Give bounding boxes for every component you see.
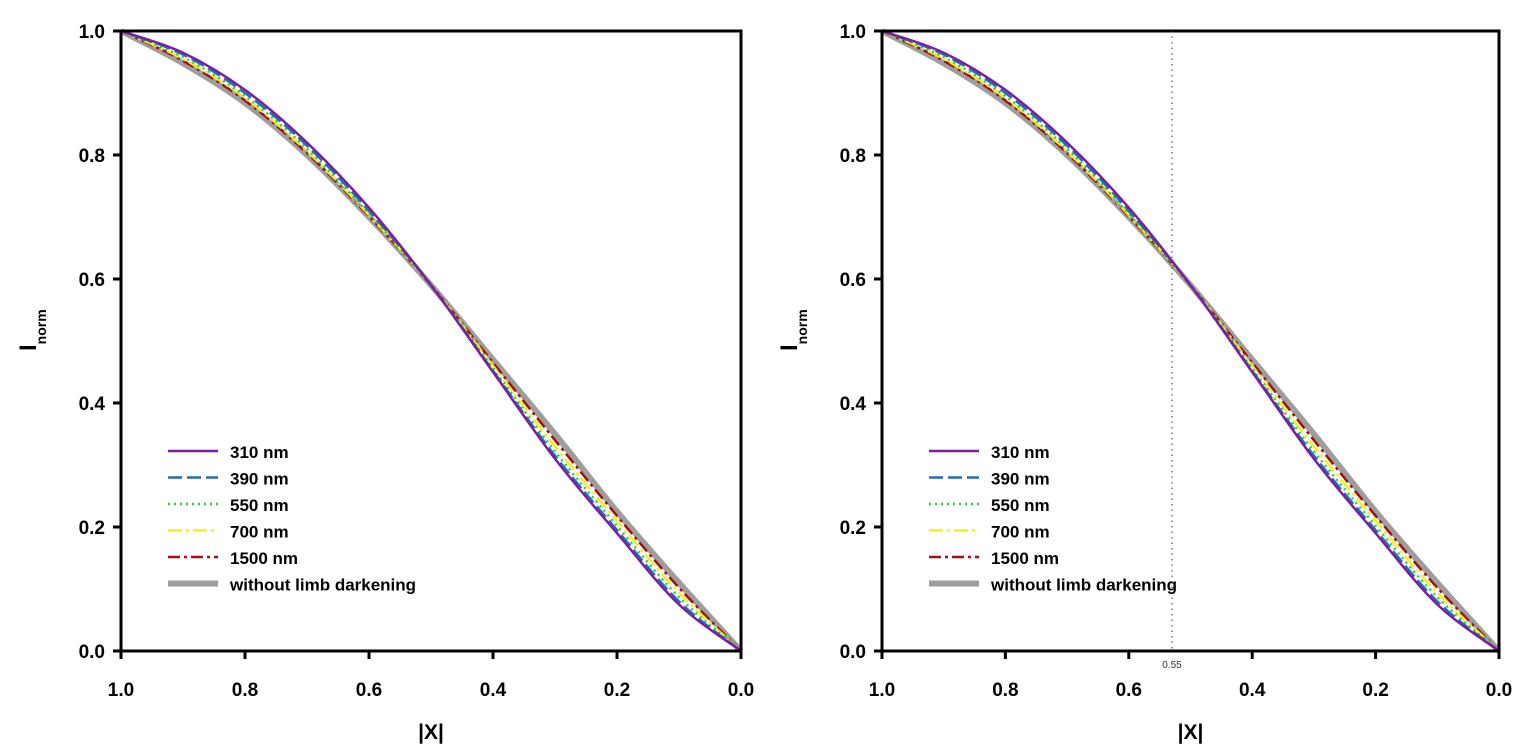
- y-tick-label: 0.2: [840, 518, 866, 539]
- legend-label: without limb darkening: [990, 576, 1177, 595]
- legend-item: 1500 nm: [168, 549, 298, 568]
- x-axis-label: |X|: [1178, 721, 1204, 744]
- series-line-310-nm: [881, 29, 1500, 652]
- y-tick-label: 0.4: [79, 394, 106, 415]
- legend-label: 390 nm: [230, 470, 289, 489]
- series-line-1500-nm: [881, 29, 1500, 652]
- y-tick-label: 0.8: [79, 146, 105, 167]
- series-line-1500-nm: [120, 29, 742, 652]
- x-axis-label: |X|: [418, 721, 444, 744]
- legend-item: 700 nm: [929, 523, 1050, 542]
- legend-label: 700 nm: [991, 523, 1050, 542]
- legend-label: 1500 nm: [230, 549, 298, 568]
- chart-panel-2: 1.0 0.8 0.6 0.4 0.2 0.0 0.0 0.2 0.4 0.6 0.8 1.0 |X| I…: [776, 22, 1512, 744]
- y-tick-label: 1.0: [79, 22, 105, 43]
- plot-frame: [119, 29, 743, 653]
- legend-label: 700 nm: [230, 523, 289, 542]
- y-axis-label: Inorm: [776, 309, 810, 351]
- legend-item: without limb darkening: [929, 576, 1177, 595]
- x-tick-label: 0.8: [992, 680, 1018, 701]
- legend-item: without limb darkening: [168, 576, 416, 595]
- chart-panel-1: 1.0 0.8 0.6 0.4 0.2 0.0 0.0 0.2 0.4 0.6 0.8 1.0 |X| I…: [15, 22, 754, 744]
- legend-label: 550 nm: [991, 496, 1050, 515]
- legend-label: 390 nm: [991, 470, 1050, 489]
- legend-label: 310 nm: [991, 443, 1050, 462]
- series-line-700-nm: [120, 29, 742, 652]
- legend-item: 1500 nm: [929, 549, 1059, 568]
- legend-label: 1500 nm: [991, 549, 1059, 568]
- legend-label: 310 nm: [230, 443, 289, 462]
- legend-item: 550 nm: [168, 496, 289, 515]
- legend-item: 390 nm: [929, 470, 1050, 489]
- x-tick-label: 0.6: [1116, 680, 1142, 701]
- series-line-310-nm: [120, 29, 742, 653]
- x-tick-label: 0.8: [232, 680, 258, 701]
- y-tick-label: 0.6: [840, 270, 866, 291]
- legend-item: 390 nm: [168, 470, 289, 489]
- x-tick-label: 1.0: [108, 680, 134, 701]
- x-tick-label: 0.6: [356, 680, 382, 701]
- y-tick-label: 0.0: [79, 642, 105, 663]
- legend-item: 700 nm: [168, 523, 289, 542]
- legend-item: 310 nm: [168, 443, 289, 462]
- x-tick-label: 0.2: [604, 680, 630, 701]
- y-tick-label: 0.8: [840, 146, 866, 167]
- y-tick-label: 0.0: [840, 642, 866, 663]
- y-tick-label: 1.0: [840, 22, 866, 43]
- y-tick-label: 0.2: [79, 518, 105, 539]
- series-line-700-nm: [881, 29, 1500, 652]
- legend-label: without limb darkening: [229, 576, 416, 595]
- plot-frame: [880, 29, 1501, 653]
- x-tick-label: 0.4: [1239, 680, 1266, 701]
- x-tick-label: 0.4: [480, 680, 507, 701]
- y-axis-label: Inorm: [15, 309, 49, 351]
- x-tick-label: 0.0: [728, 680, 754, 701]
- legend-item: 550 nm: [929, 496, 1050, 515]
- y-tick-label: 0.4: [840, 394, 867, 415]
- y-tick-label: 0.6: [79, 270, 105, 291]
- x-tick-label: 0.2: [1362, 680, 1388, 701]
- marker-label: 0.55: [1162, 660, 1182, 671]
- x-tick-label: 1.0: [869, 680, 895, 701]
- legend-label: 550 nm: [230, 496, 289, 515]
- legend-item: 310 nm: [929, 443, 1050, 462]
- x-tick-label: 0.0: [1486, 680, 1512, 701]
